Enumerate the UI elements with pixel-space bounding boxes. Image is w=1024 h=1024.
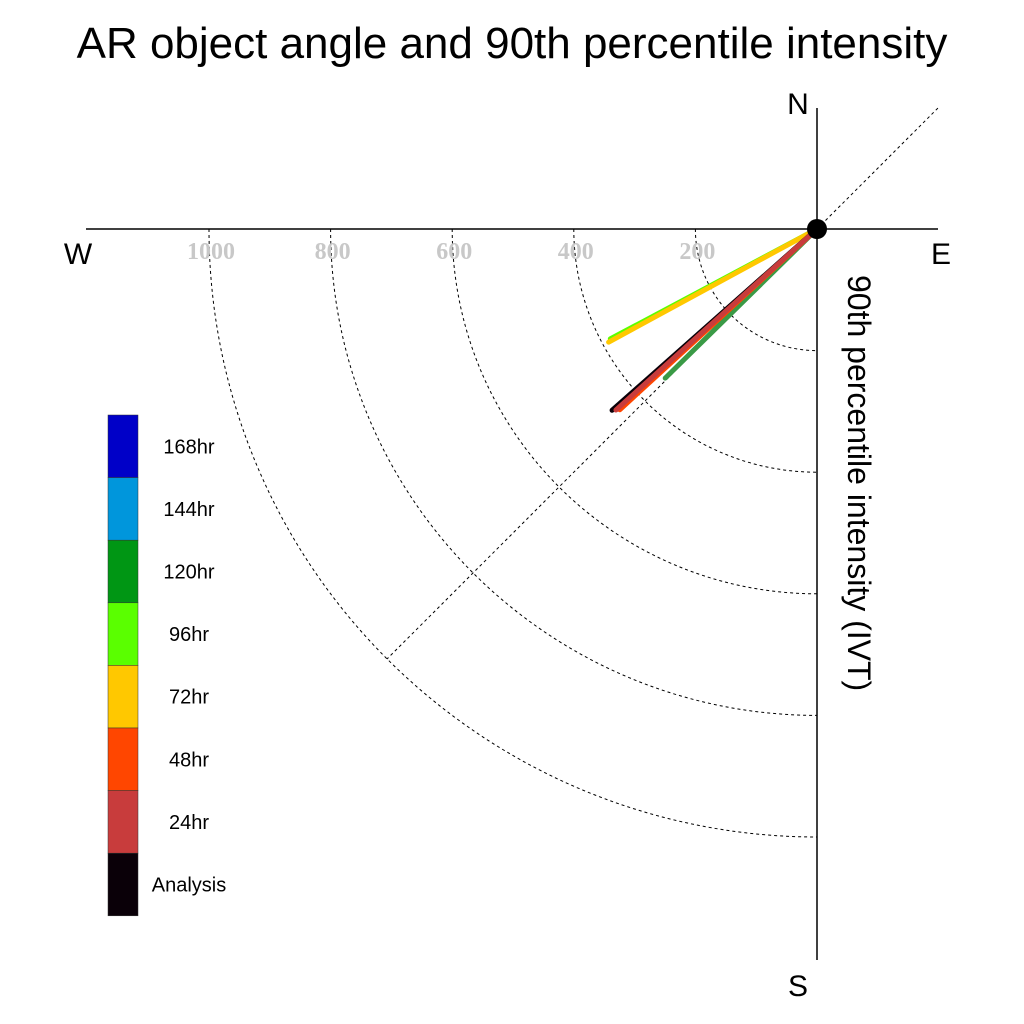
grid-circle-400 xyxy=(573,228,818,473)
grid-circle-1000 xyxy=(208,228,818,838)
grid-circles xyxy=(208,228,818,838)
legend-swatch-analysis xyxy=(107,852,139,917)
vector-72hr xyxy=(606,226,820,345)
legend-swatch-96hr xyxy=(107,602,139,666)
radial-tick-label: 800 xyxy=(315,239,351,265)
east-label: E xyxy=(931,238,951,271)
legend-label: 48hr xyxy=(169,749,209,771)
vector-series xyxy=(606,226,820,413)
west-label: W xyxy=(64,238,93,271)
legend-label: 72hr xyxy=(169,687,209,709)
diagonal-guide-sw xyxy=(386,228,818,660)
legend-swatch-24hr xyxy=(107,790,139,854)
legend-swatch-144hr xyxy=(107,477,139,541)
radial-tick-label: 200 xyxy=(679,239,715,265)
grid-circle-800 xyxy=(330,228,818,716)
radial-tick-label: 400 xyxy=(558,239,594,265)
legend-label: 144hr xyxy=(163,499,214,521)
diagonal-guide-ne xyxy=(816,107,939,230)
legend-label: 120hr xyxy=(163,562,214,584)
north-label: N xyxy=(787,88,809,121)
legend-swatch-48hr xyxy=(107,727,139,791)
chart-title: AR object angle and 90th percentile inte… xyxy=(77,19,948,68)
legend-swatch-120hr xyxy=(107,539,139,604)
radial-tick-label: 1000 xyxy=(187,239,235,265)
legend-swatch-168hr xyxy=(107,414,139,478)
origin-marker xyxy=(807,219,827,239)
legend-label: Analysis xyxy=(152,875,226,897)
legend-label: 96hr xyxy=(169,624,209,646)
radial-tick-label: 600 xyxy=(436,239,472,265)
legend-label: 168hr xyxy=(163,436,214,458)
south-label: S xyxy=(788,970,808,1003)
legend: 168hr 144hr 120hr 96hr 72hr 48hr 24hr Analysis xyxy=(107,414,226,917)
legend-swatch-72hr xyxy=(107,665,139,729)
grid-circle-200 xyxy=(694,228,818,352)
radial-tick-labels: 200 400 600 800 1000 xyxy=(187,239,715,265)
legend-label: 24hr xyxy=(169,812,209,834)
y-axis-label: 90th percentile intensity (IVT) xyxy=(841,275,877,691)
grid-circle-600 xyxy=(451,228,818,595)
vector-24hr xyxy=(613,226,820,413)
